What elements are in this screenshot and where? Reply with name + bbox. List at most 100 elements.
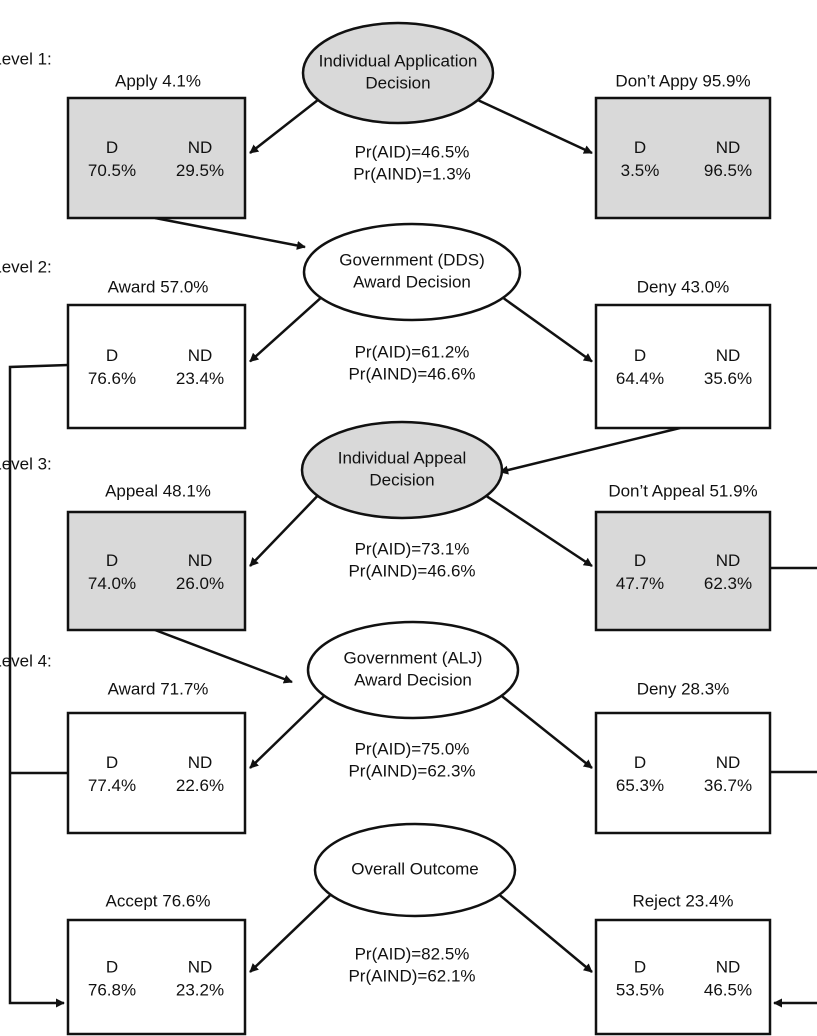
- percentage: 47.7%: [616, 574, 664, 593]
- edge: [249, 695, 325, 769]
- percentage: 3.5%: [621, 161, 660, 180]
- column-label: D: [634, 138, 646, 157]
- percentage: 29.5%: [176, 161, 224, 180]
- outcome-caption: Reject 23.4%: [632, 891, 733, 910]
- probability: Pr(AIND)=46.6%: [348, 364, 475, 383]
- outcome-caption: Apply 4.1%: [115, 71, 201, 90]
- level-label: Level 2:: [0, 257, 52, 276]
- outcome-box: [594, 510, 772, 632]
- outcome-caption: Deny 28.3%: [637, 679, 730, 698]
- column-label: ND: [716, 753, 741, 772]
- percentage: 96.5%: [704, 161, 752, 180]
- outcome-box: [66, 711, 247, 835]
- outcome-box: [66, 510, 247, 632]
- decision-node: [306, 620, 520, 720]
- outcome-box: [594, 918, 772, 1036]
- decision-text: Decision: [365, 73, 430, 92]
- column-label: D: [106, 957, 118, 976]
- edge: [249, 99, 319, 154]
- percentage: 23.2%: [176, 980, 224, 999]
- column-label: ND: [716, 138, 741, 157]
- column-label: D: [634, 957, 646, 976]
- edge: [499, 426, 681, 475]
- percentage: 46.5%: [704, 980, 752, 999]
- outcome-caption: Don’t Appy 95.9%: [615, 71, 750, 90]
- decision-text: Individual Appeal: [338, 448, 467, 467]
- percentage: 35.6%: [704, 369, 752, 388]
- column-label: ND: [716, 551, 741, 570]
- edge: [8, 363, 69, 1008]
- column-label: D: [106, 753, 118, 772]
- edge: [478, 99, 593, 155]
- column-label: D: [634, 346, 646, 365]
- outcome-caption: Deny 43.0%: [637, 277, 730, 296]
- probability: Pr(AID)=82.5%: [355, 944, 470, 963]
- percentage: 77.4%: [88, 776, 136, 795]
- probability: Pr(AIND)=62.1%: [348, 966, 475, 985]
- edge: [503, 297, 593, 363]
- column-label: D: [634, 551, 646, 570]
- edge: [249, 894, 331, 973]
- decision-node: [302, 222, 522, 322]
- percentage: 65.3%: [616, 776, 664, 795]
- level-label: Level 3:: [0, 454, 52, 473]
- percentage: 64.4%: [616, 369, 664, 388]
- decision-text: Individual Application: [319, 51, 478, 70]
- percentage: 74.0%: [88, 574, 136, 593]
- probability: Pr(AIND)=46.6%: [348, 561, 475, 580]
- decision-text: Award Decision: [353, 272, 471, 291]
- decision-node: [300, 420, 504, 520]
- column-label: ND: [188, 753, 213, 772]
- outcome-box: [66, 96, 247, 220]
- probability: Pr(AID)=46.5%: [355, 142, 470, 161]
- outcome-caption: Appeal 48.1%: [105, 481, 211, 500]
- probability: Pr(AID)=75.0%: [355, 739, 470, 758]
- percentage: 62.3%: [704, 574, 752, 593]
- decision-text: Government (ALJ): [344, 648, 483, 667]
- column-label: D: [106, 138, 118, 157]
- column-label: D: [634, 753, 646, 772]
- percentage: 23.4%: [176, 369, 224, 388]
- column-label: ND: [188, 138, 213, 157]
- column-label: ND: [716, 346, 741, 365]
- probability: Pr(AIND)=1.3%: [353, 164, 471, 183]
- probability: Pr(AIND)=62.3%: [348, 761, 475, 780]
- edge: [501, 695, 593, 769]
- outcome-caption: Award 71.7%: [108, 679, 209, 698]
- outcome-caption: Award 57.0%: [108, 277, 209, 296]
- column-label: ND: [716, 957, 741, 976]
- edge: [499, 894, 593, 973]
- edge: [154, 628, 293, 684]
- column-label: ND: [188, 957, 213, 976]
- column-label: D: [106, 551, 118, 570]
- outcome-box: [66, 303, 247, 430]
- outcome-box: [594, 303, 772, 430]
- decision-text: Overall Outcome: [351, 859, 479, 878]
- outcome-caption: Don’t Appeal 51.9%: [608, 481, 757, 500]
- percentage: 53.5%: [616, 980, 664, 999]
- percentage: 22.6%: [176, 776, 224, 795]
- edges: [8, 99, 817, 1008]
- decision-text: Decision: [369, 470, 434, 489]
- level-label: Level 1:: [0, 49, 52, 68]
- probability: Pr(AID)=61.2%: [355, 342, 470, 361]
- column-label: ND: [188, 551, 213, 570]
- decision-node: [301, 21, 495, 125]
- edge: [249, 297, 322, 363]
- column-label: ND: [188, 346, 213, 365]
- outcome-caption: Accept 76.6%: [106, 891, 211, 910]
- level-label: Level 4:: [0, 651, 52, 670]
- edge: [154, 216, 306, 250]
- percentage: 76.6%: [88, 369, 136, 388]
- percentage: 70.5%: [88, 161, 136, 180]
- decision-text: Award Decision: [354, 670, 472, 689]
- decision-node: [313, 822, 517, 918]
- percentage: 36.7%: [704, 776, 752, 795]
- percentage: 26.0%: [176, 574, 224, 593]
- outcome-box: [594, 711, 772, 835]
- edge: [486, 495, 593, 568]
- decision-text: Government (DDS): [339, 250, 484, 269]
- column-label: D: [106, 346, 118, 365]
- probability: Pr(AID)=73.1%: [355, 539, 470, 558]
